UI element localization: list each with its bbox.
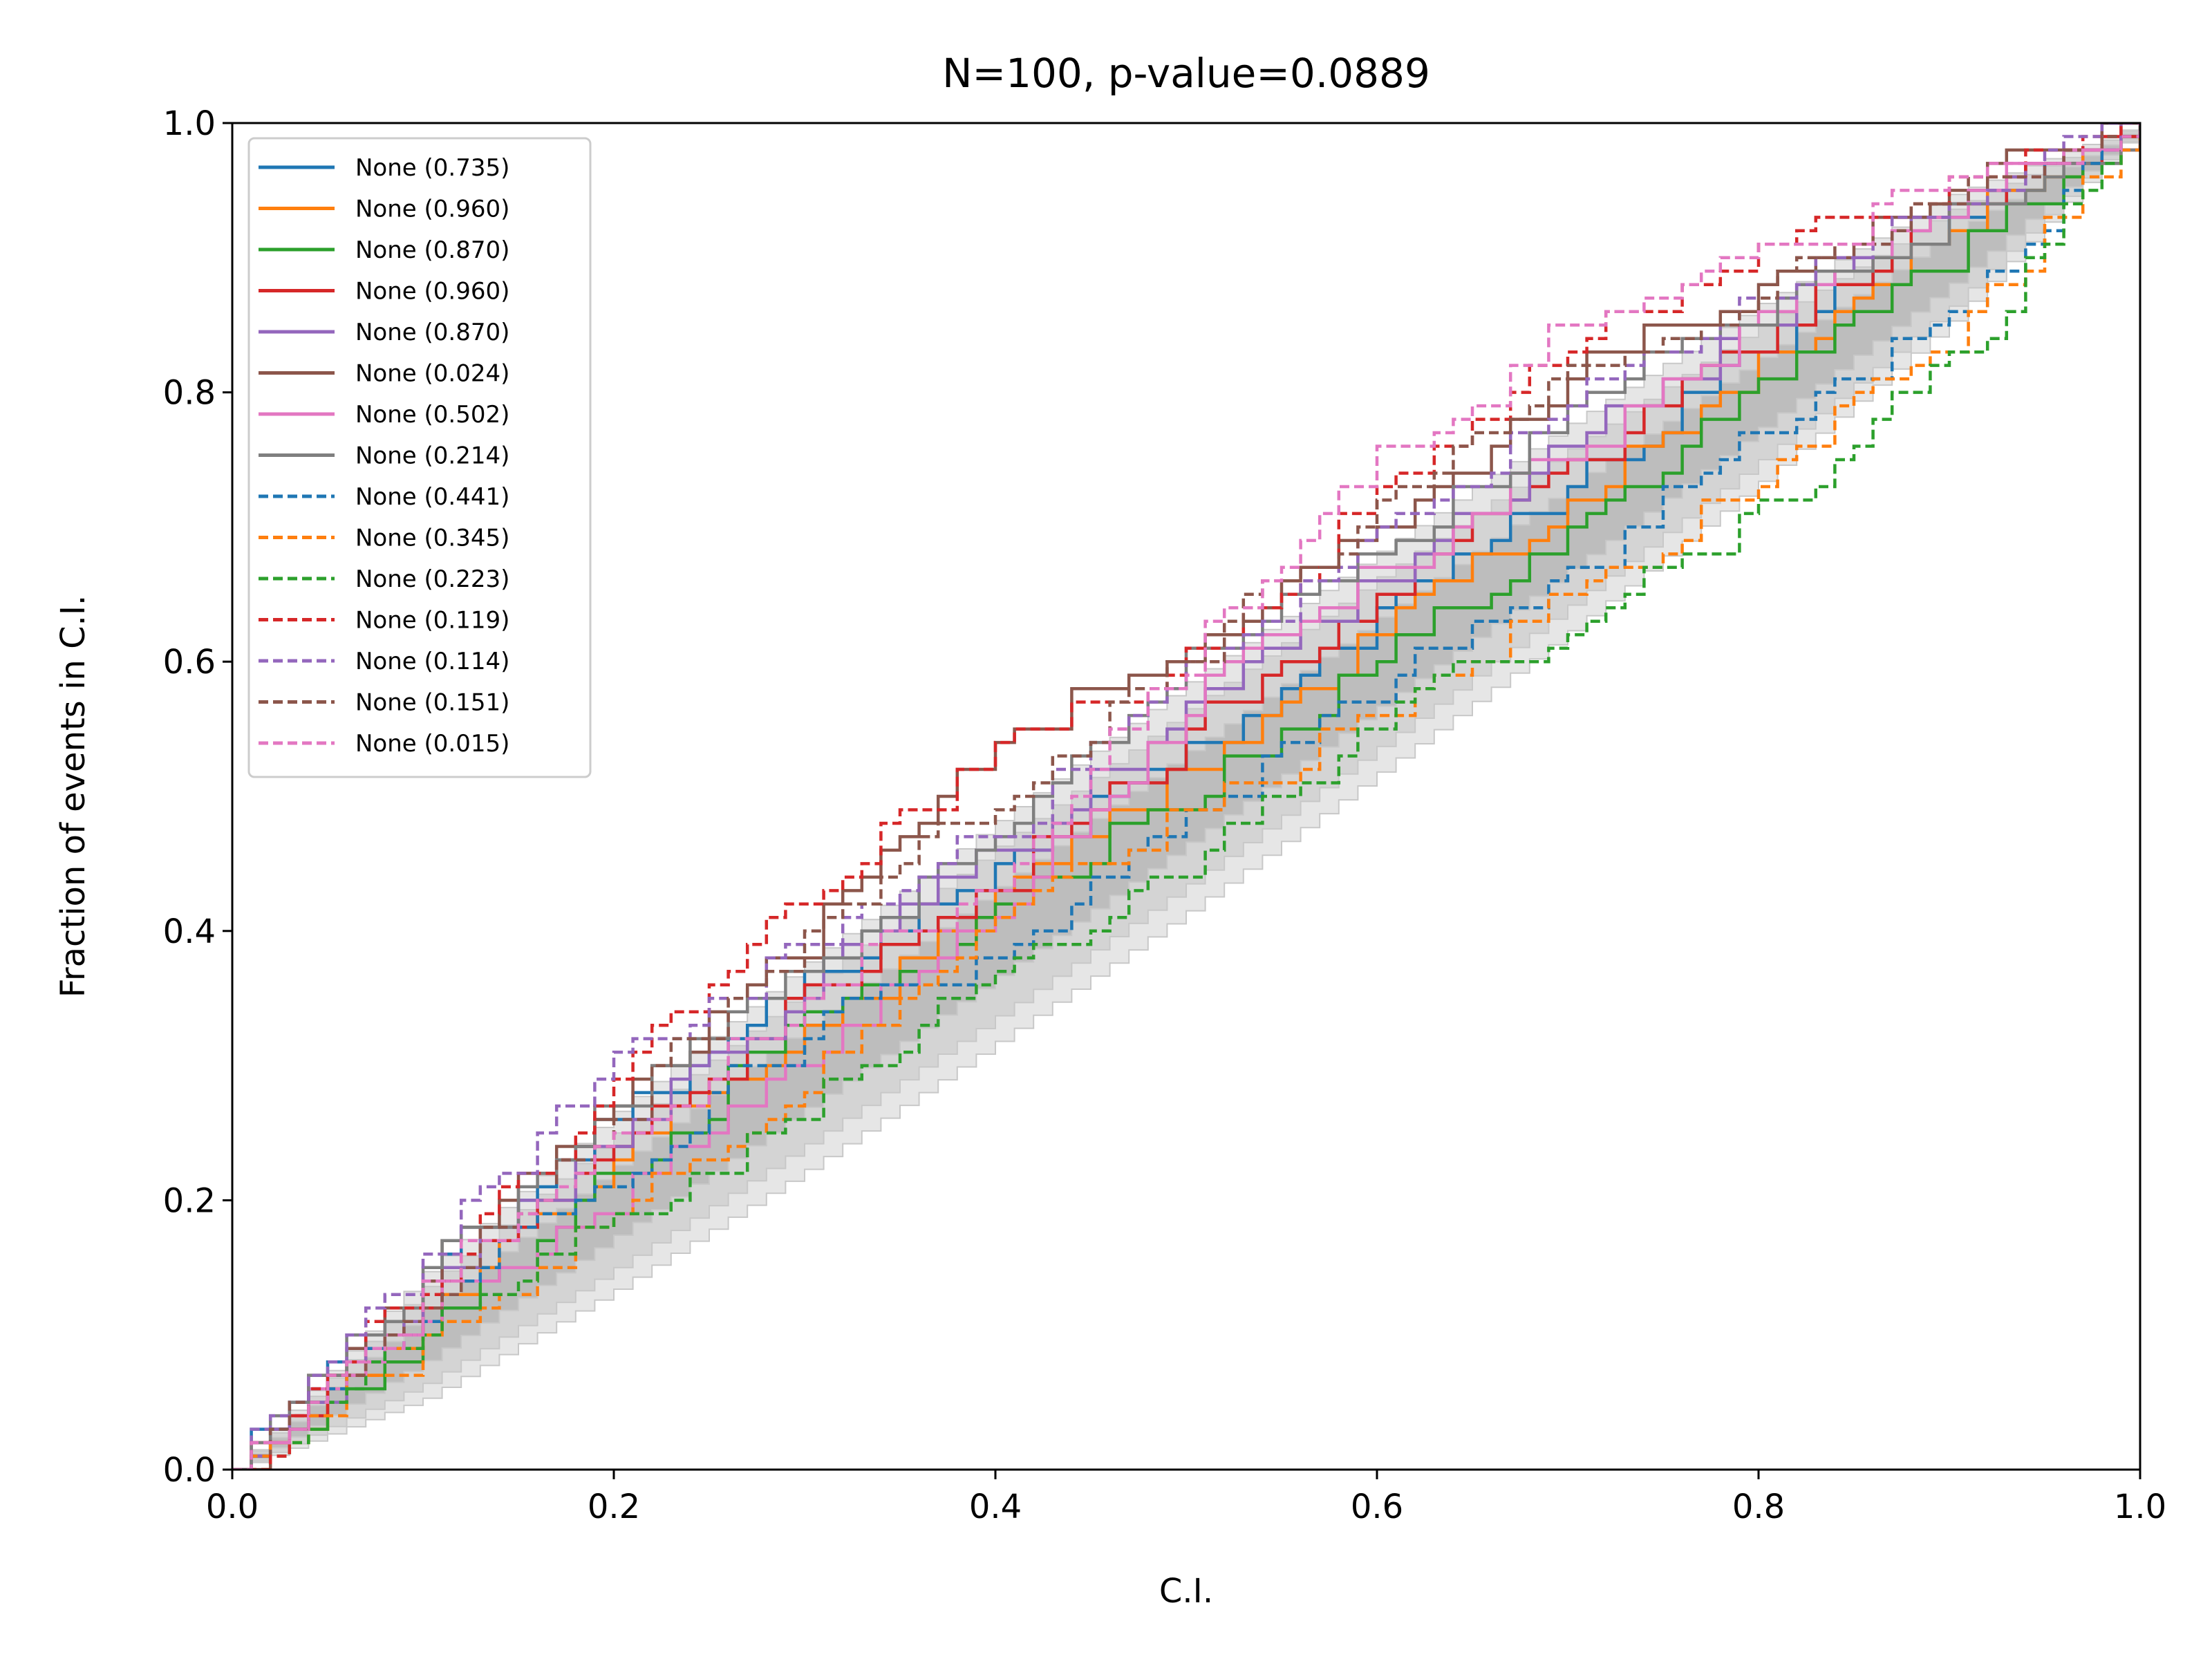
x-axis: 0.0 0.2 0.4 0.6 0.8 1.0 [206, 1470, 2166, 1526]
plot-frame [231, 122, 2141, 1471]
legend-label: None (0.735) [355, 154, 509, 182]
legend-label: None (0.870) [355, 319, 509, 346]
legend-label: None (0.024) [355, 360, 509, 388]
y-tick-label: 0.4 [163, 912, 216, 951]
legend-label: None (0.345) [355, 525, 509, 552]
legend-label: None (0.119) [355, 607, 509, 635]
legend-label: None (0.870) [355, 236, 509, 264]
x-tick-label: 0.8 [1732, 1488, 1785, 1526]
y-tick-label: 1.0 [163, 104, 216, 143]
y-axis: 0.0 0.2 0.4 0.6 0.8 1.0 [163, 104, 232, 1490]
legend-label: None (0.441) [355, 483, 509, 511]
legend-label: None (0.015) [355, 730, 509, 758]
x-tick-label: 1.0 [2114, 1488, 2166, 1526]
y-tick-label: 0.0 [163, 1451, 216, 1490]
legend-label: None (0.502) [355, 401, 509, 429]
chart-title: N=100, p-value=0.0889 [942, 50, 1430, 97]
series-line-7 [232, 123, 2140, 1470]
x-tick-label: 0.4 [969, 1488, 1022, 1526]
series-line-11 [232, 123, 2140, 1470]
legend: None (0.735) None (0.960) None (0.870) None… [247, 137, 592, 778]
legend-label: None (0.960) [355, 278, 509, 306]
series-line-10 [232, 123, 2140, 1470]
legend-label: None (0.214) [355, 442, 509, 470]
y-tick-label: 0.8 [163, 374, 216, 413]
x-tick-label: 0.0 [206, 1488, 259, 1526]
x-axis-label: C.I. [1159, 1572, 1213, 1611]
y-axis-label: Fraction of events in C.I. [54, 595, 93, 998]
legend-label: None (0.223) [355, 565, 509, 593]
legend-label: None (0.151) [355, 689, 509, 717]
y-tick-label: 0.6 [163, 643, 216, 682]
series-line-15 [232, 123, 2140, 1470]
legend-box [247, 137, 592, 778]
legend-label: None (0.960) [355, 196, 509, 223]
x-tick-label: 0.2 [588, 1488, 640, 1526]
series-lines [232, 123, 2140, 1470]
x-tick-label: 0.6 [1351, 1488, 1403, 1526]
legend-label: None (0.114) [355, 648, 509, 675]
y-tick-label: 0.2 [163, 1181, 216, 1220]
